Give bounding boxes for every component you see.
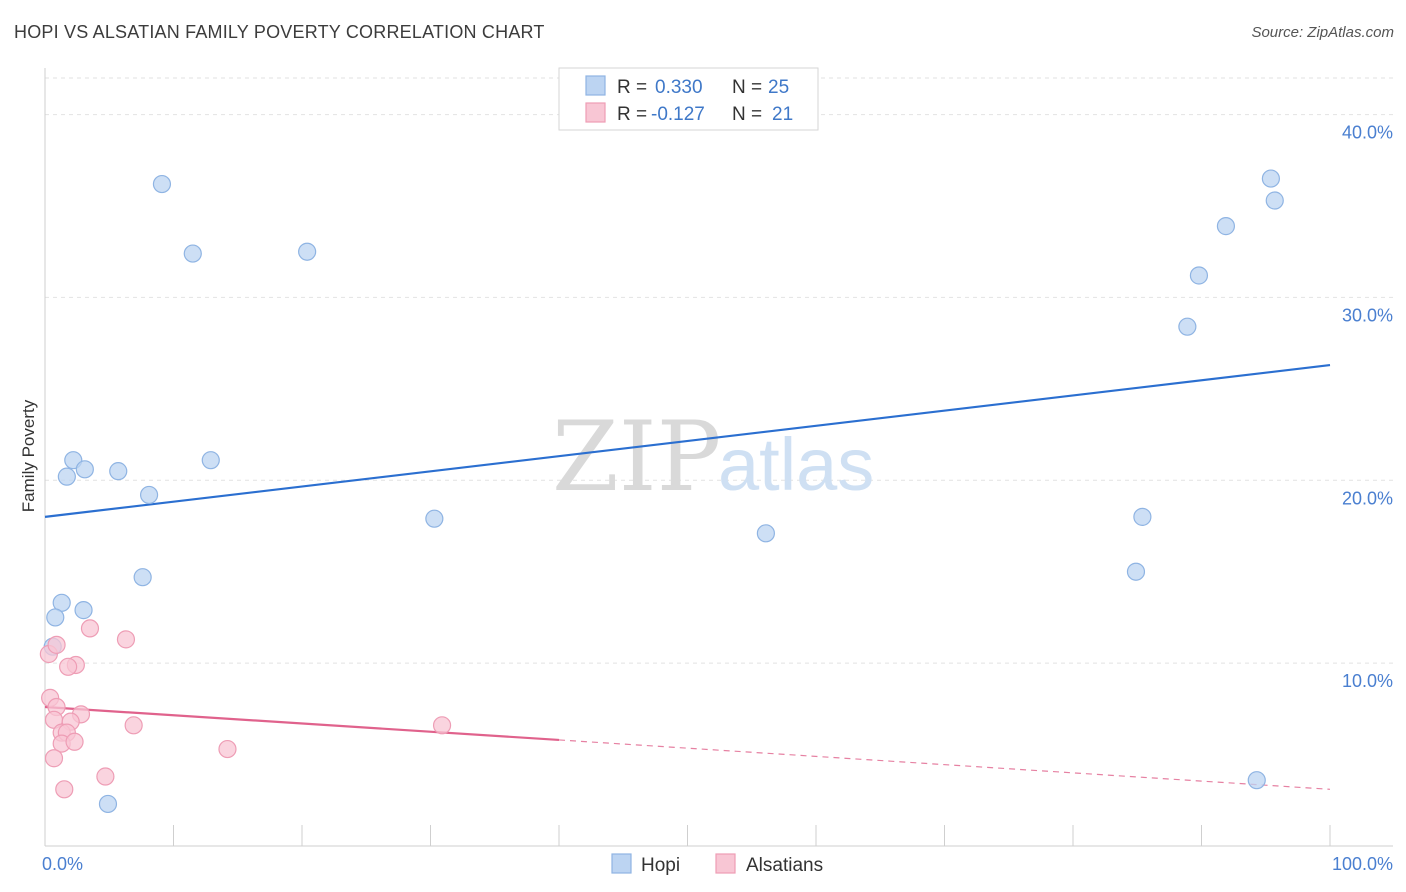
trend-line-hopi bbox=[44, 363, 1331, 518]
data-point-alsatian bbox=[432, 716, 452, 735]
legend-r-label-hopi: R = bbox=[617, 77, 647, 98]
bottom-legend-label-hopi: Hopi bbox=[641, 855, 680, 876]
data-point-hopi bbox=[1126, 562, 1146, 581]
bottom-legend-swatch-alsatian bbox=[715, 853, 736, 874]
y-tick-label: 40.0% bbox=[1342, 123, 1393, 143]
data-point-hopi bbox=[183, 244, 202, 263]
data-point-hopi bbox=[139, 485, 159, 505]
watermark-zip: ZIP bbox=[552, 401, 721, 513]
data-point-alsatian bbox=[65, 732, 84, 751]
data-point-hopi bbox=[1189, 266, 1209, 285]
y-tick-label: 20.0% bbox=[1342, 488, 1393, 508]
data-point-hopi bbox=[75, 460, 94, 479]
trend-lines bbox=[44, 363, 1331, 790]
data-point-hopi bbox=[756, 524, 775, 543]
legend-swatch-alsatian bbox=[585, 102, 606, 123]
series-legend: Hopi Alsatians bbox=[611, 853, 823, 876]
y-axis-title: Family Poverty bbox=[19, 399, 38, 512]
bottom-legend-swatch-hopi bbox=[611, 853, 632, 874]
correlation-legend: R = 0.330 N = 25 R = -0.127 N = 21 bbox=[558, 67, 819, 131]
chart-title: HOPI VS ALSATIAN FAMILY POVERTY CORRELAT… bbox=[14, 22, 545, 42]
legend-r-value-hopi: 0.330 bbox=[655, 77, 703, 98]
data-point-alsatian bbox=[55, 780, 74, 799]
data-point-alsatian bbox=[59, 657, 78, 676]
data-point-hopi bbox=[1133, 507, 1152, 526]
data-point-alsatian bbox=[116, 630, 136, 649]
data-point-alsatian bbox=[47, 635, 66, 654]
bottom-legend-label-alsatian: Alsatians bbox=[746, 855, 823, 876]
data-points bbox=[39, 169, 1284, 814]
data-point-alsatian bbox=[96, 767, 115, 786]
data-point-hopi bbox=[1261, 169, 1280, 188]
legend-r-value-alsatian: -0.127 bbox=[651, 104, 705, 125]
y-tick-label: 30.0% bbox=[1342, 305, 1393, 325]
axes bbox=[44, 68, 1393, 847]
watermark: ZIP atlas bbox=[552, 401, 874, 513]
x-tick-label-max: 100.0% bbox=[1332, 854, 1393, 874]
grid-lines bbox=[45, 77, 1393, 664]
trend-line-alsatian bbox=[44, 705, 560, 742]
data-point-hopi bbox=[152, 174, 172, 194]
data-point-hopi bbox=[425, 509, 444, 528]
watermark-atlas: atlas bbox=[718, 423, 874, 506]
source-label: Source: ZipAtlas.com bbox=[1251, 24, 1394, 41]
legend-n-value-alsatian: 21 bbox=[772, 104, 793, 125]
legend-r-label-alsatian: R = bbox=[617, 104, 647, 125]
x-tick-label-min: 0.0% bbox=[42, 854, 83, 874]
data-point-hopi bbox=[298, 242, 317, 261]
data-point-hopi bbox=[133, 568, 152, 587]
y-tick-labels: 10.0% 20.0% 30.0% 40.0% bbox=[1342, 123, 1393, 692]
data-point-alsatian bbox=[80, 619, 100, 638]
data-point-hopi bbox=[1265, 191, 1284, 210]
data-point-hopi bbox=[1216, 217, 1236, 236]
legend-n-label-hopi: N = bbox=[732, 77, 762, 98]
data-point-hopi bbox=[46, 608, 65, 627]
y-tick-label: 10.0% bbox=[1342, 671, 1393, 691]
data-point-hopi bbox=[109, 462, 128, 481]
data-point-hopi bbox=[1247, 771, 1266, 790]
trend-line-extension-alsatian bbox=[558, 739, 1331, 790]
legend-swatch-hopi bbox=[585, 75, 606, 96]
data-point-hopi bbox=[98, 794, 118, 814]
data-point-alsatian bbox=[44, 749, 64, 768]
legend-n-label-alsatian: N = bbox=[732, 104, 762, 125]
legend-n-value-hopi: 25 bbox=[768, 77, 789, 98]
data-point-alsatian bbox=[218, 739, 237, 759]
data-point-hopi bbox=[201, 451, 220, 470]
data-point-hopi bbox=[1178, 317, 1197, 336]
data-point-alsatian bbox=[124, 716, 143, 735]
data-point-hopi bbox=[74, 601, 93, 620]
data-point-hopi bbox=[57, 467, 76, 486]
